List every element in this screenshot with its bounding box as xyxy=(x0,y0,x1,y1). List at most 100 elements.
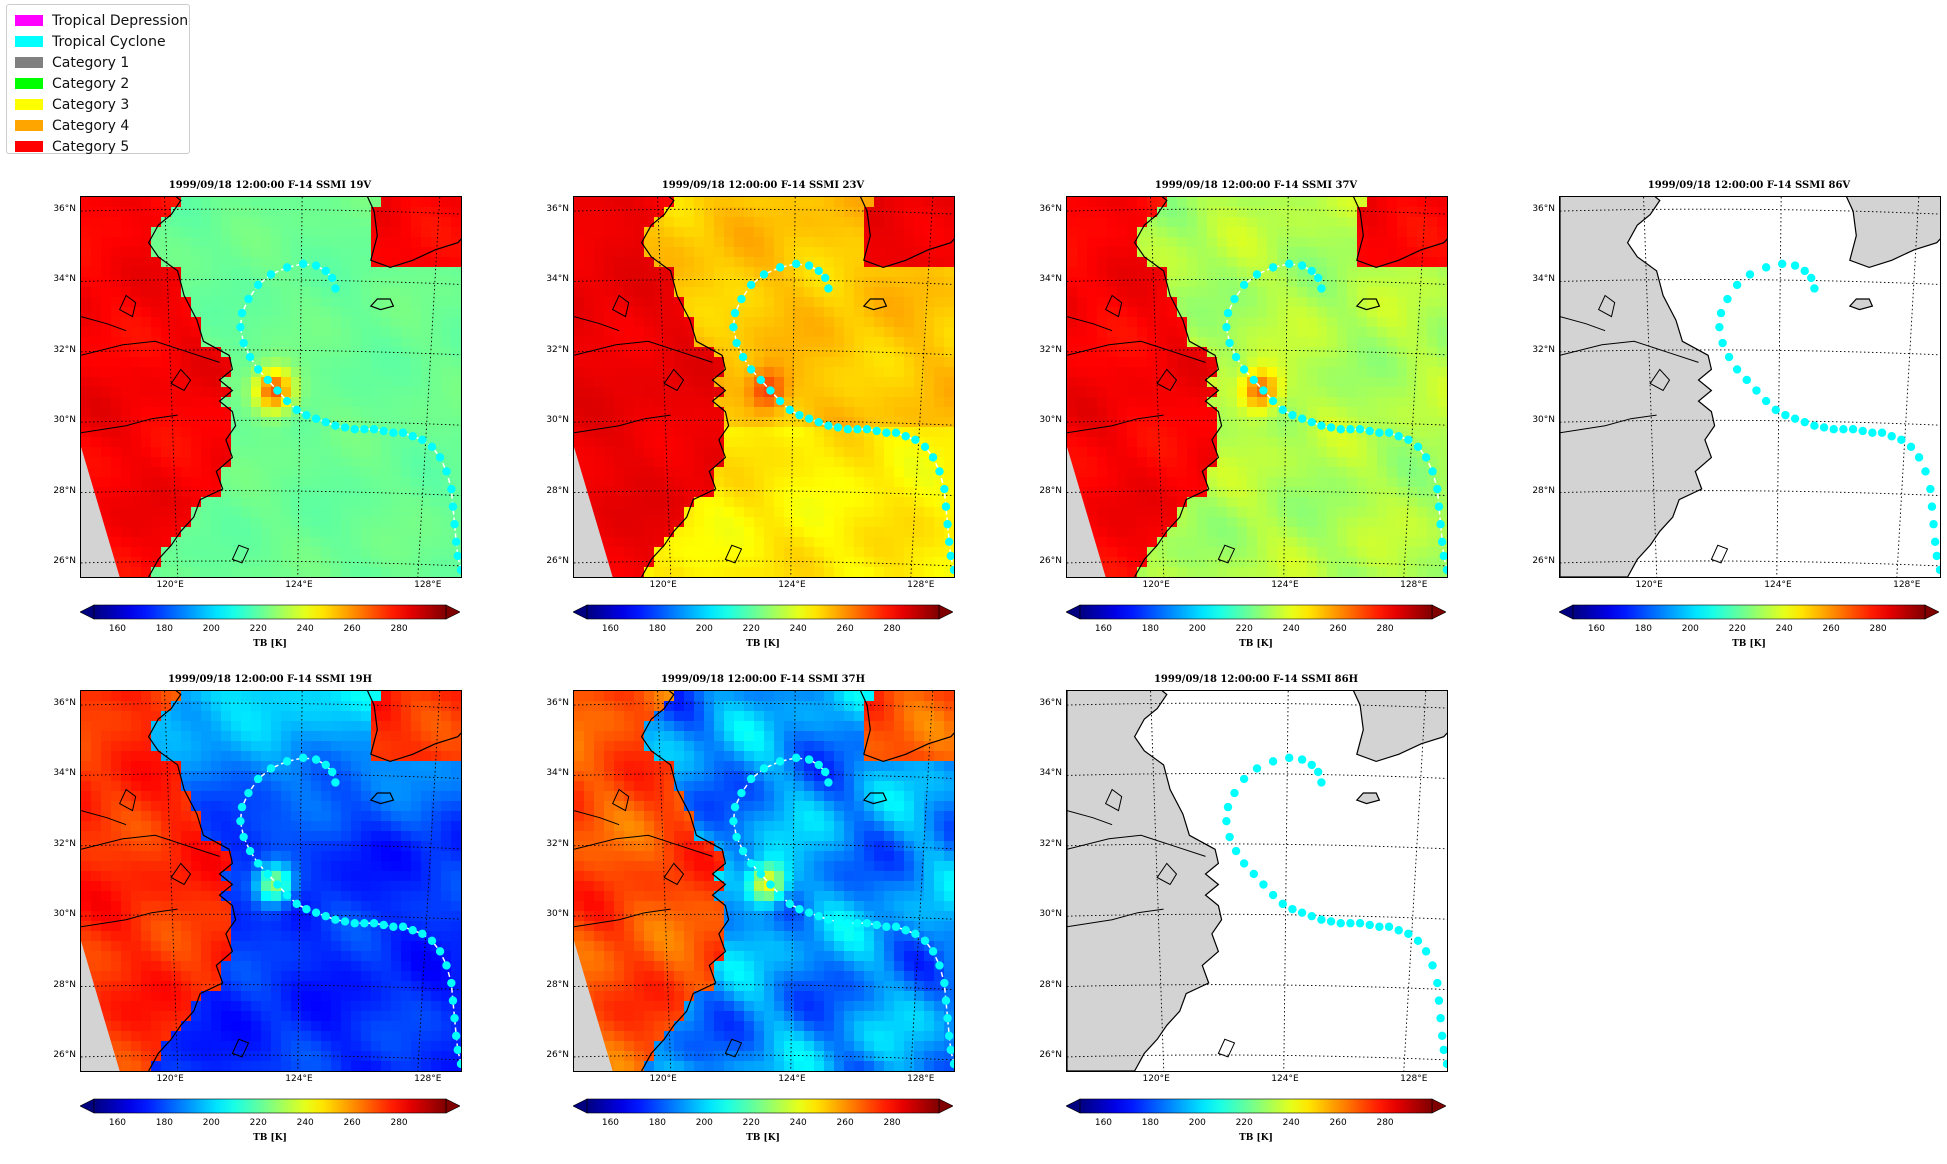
colorbar-gradient xyxy=(587,1099,939,1113)
longitude-label: 124°E xyxy=(767,1074,817,1084)
colorbar-gradient xyxy=(1080,1099,1432,1113)
track-point xyxy=(815,912,823,920)
track-point xyxy=(776,263,784,271)
track-point xyxy=(264,376,272,384)
track-point xyxy=(892,923,900,931)
track-point xyxy=(389,429,397,437)
colorbar-tick-label: 220 xyxy=(1229,1118,1259,1128)
track-point xyxy=(776,891,784,899)
track-point xyxy=(436,947,444,955)
track-point xyxy=(1801,267,1809,275)
track-point xyxy=(1422,947,1430,955)
legend-swatch xyxy=(15,120,43,131)
track-point xyxy=(1298,414,1306,422)
colorbar-tick-label: 280 xyxy=(877,624,907,634)
longitude-label: 120°E xyxy=(638,1074,688,1084)
panel-title: 1999/09/18 12:00:00 F-14 SSMI 23V xyxy=(573,180,953,191)
track-point xyxy=(1375,923,1383,931)
colorbar-tick-label: 220 xyxy=(1229,624,1259,634)
latitude-label: 36°N xyxy=(36,204,76,214)
track-point xyxy=(283,397,291,405)
colorbar-tick-label: 160 xyxy=(595,624,625,634)
track-point xyxy=(1232,847,1240,855)
colorbar-gradient xyxy=(587,605,939,619)
track-point xyxy=(929,453,937,461)
track-point xyxy=(834,917,842,925)
longitude-label: 124°E xyxy=(1260,580,1310,590)
track-point xyxy=(449,502,457,510)
map-area xyxy=(80,196,462,578)
latitude-label: 32°N xyxy=(36,839,76,849)
track-point xyxy=(824,778,832,786)
track-point xyxy=(442,467,450,475)
longitude-label: 128°E xyxy=(896,1074,946,1084)
track-point xyxy=(1356,919,1364,927)
colorbar-gradient xyxy=(94,1099,446,1113)
colorbar-tick-label: 280 xyxy=(384,624,414,634)
track-point xyxy=(1259,386,1267,394)
track-point xyxy=(1308,418,1316,426)
track-point xyxy=(322,912,330,920)
track-point xyxy=(283,757,291,765)
colorbar-min-arrow xyxy=(573,1099,587,1113)
track-point xyxy=(302,905,310,913)
latitude-label: 34°N xyxy=(36,274,76,284)
latitude-label: 28°N xyxy=(529,980,569,990)
colorbar-min-arrow xyxy=(1066,605,1080,619)
colorbar-label: TB [K] xyxy=(573,1133,953,1143)
colorbar-tick-label: 160 xyxy=(102,624,132,634)
track-point xyxy=(747,859,755,867)
track-point xyxy=(283,263,291,271)
track-point xyxy=(942,996,950,1004)
colorbar-tick-label: 240 xyxy=(1769,624,1799,634)
track-point xyxy=(331,422,339,430)
colorbar-tick-label: 280 xyxy=(1863,624,1893,634)
track-point xyxy=(729,817,737,825)
track-point xyxy=(1250,376,1258,384)
latitude-label: 36°N xyxy=(36,698,76,708)
colorbar-tick-label: 160 xyxy=(1581,624,1611,634)
track-point xyxy=(1222,817,1230,825)
map-svg xyxy=(574,691,954,1071)
track-point xyxy=(370,919,378,927)
track-point xyxy=(1907,443,1915,451)
track-point xyxy=(399,923,407,931)
track-point xyxy=(273,880,281,888)
legend-label: Category 2 xyxy=(52,76,129,92)
track-point xyxy=(1438,1032,1446,1040)
panel-title: 1999/09/18 12:00:00 F-14 SSMI 19H xyxy=(80,674,460,685)
track-point xyxy=(1317,778,1325,786)
track-point xyxy=(312,755,320,763)
track-point xyxy=(380,921,388,929)
track-point xyxy=(1346,919,1354,927)
legend-swatch xyxy=(15,99,43,110)
track-point xyxy=(940,979,948,987)
colorbar-tick-label: 180 xyxy=(1135,624,1165,634)
track-point xyxy=(1878,429,1886,437)
legend-swatch xyxy=(15,36,43,47)
track-point xyxy=(1791,261,1799,269)
track-point xyxy=(1781,411,1789,419)
track-point xyxy=(450,1014,458,1022)
track-point xyxy=(911,930,919,938)
track-point xyxy=(1436,1014,1444,1022)
track-point xyxy=(1810,284,1818,292)
track-point xyxy=(1752,386,1760,394)
track-point xyxy=(1810,422,1818,430)
colorbar-svg xyxy=(1559,604,1939,620)
track-point xyxy=(1225,339,1233,347)
track-point xyxy=(1820,423,1828,431)
track-point xyxy=(380,427,388,435)
track-point xyxy=(331,284,339,292)
track-point xyxy=(940,485,948,493)
track-point xyxy=(360,919,368,927)
track-point xyxy=(1743,376,1751,384)
colorbar-tick-label: 160 xyxy=(1088,624,1118,634)
latitude-label: 30°N xyxy=(36,415,76,425)
legend-swatch xyxy=(15,141,43,152)
longitude-label: 128°E xyxy=(403,1074,453,1084)
